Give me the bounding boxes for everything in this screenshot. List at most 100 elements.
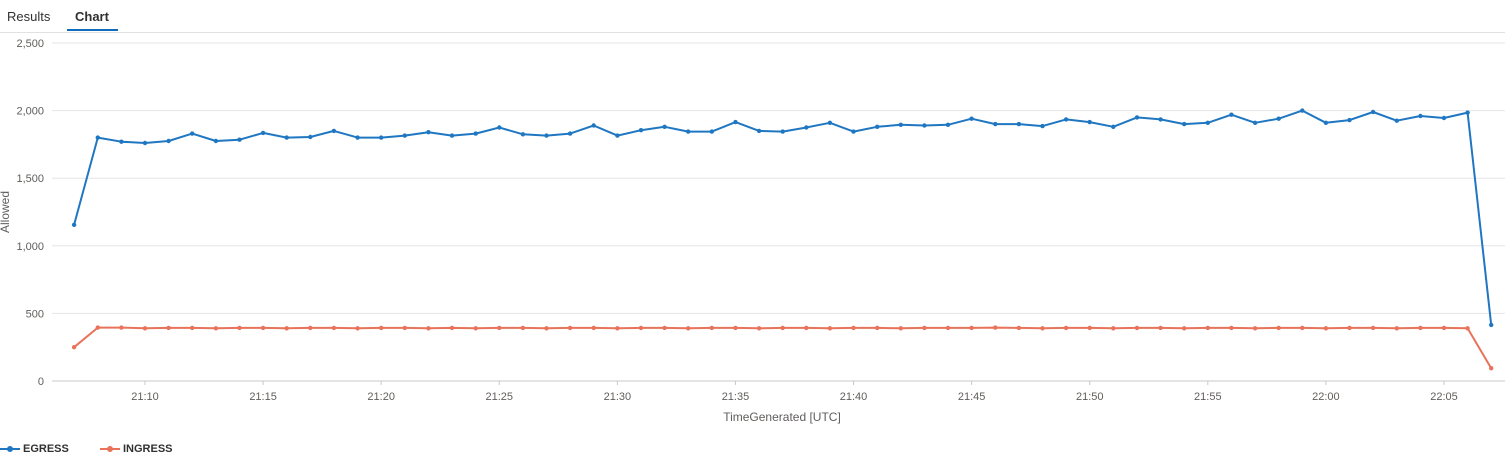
data-point-ingress [331,325,337,331]
active-tab-indicator [67,29,118,31]
data-point-ingress [119,325,124,330]
data-point-egress [969,116,974,121]
x-tick-label: 21:50 [1076,391,1104,403]
data-point-egress [402,133,407,138]
data-point-ingress [567,325,573,331]
y-tick-label: 1,500 [16,173,44,185]
data-point-egress [190,131,195,136]
data-point-ingress [827,326,833,331]
data-point-egress [1465,110,1470,115]
data-point-ingress [615,326,620,331]
data-point-egress [1229,112,1234,117]
data-point-ingress [898,326,903,331]
x-tick-label: 21:20 [367,391,395,403]
data-point-egress [426,130,431,135]
data-point-ingress [686,326,691,331]
data-point-egress [780,129,785,134]
data-point-ingress [1182,326,1187,331]
y-tick-label: 2,000 [16,106,44,118]
data-point-egress [1394,118,1400,123]
data-point-ingress [709,325,714,331]
data-point-ingress [969,325,974,331]
x-tick-label: 22:05 [1430,391,1458,403]
data-point-egress [1370,109,1376,115]
data-point-ingress [190,325,195,331]
data-point-ingress [237,325,242,331]
data-point-egress [638,128,644,133]
data-point-ingress [1441,325,1447,331]
data-point-egress [1418,113,1423,119]
data-point-egress [1347,117,1352,123]
data-point-egress [591,123,596,128]
data-point-egress [1111,124,1116,129]
data-point-ingress [1205,325,1211,331]
legend-label: INGRESS [123,443,173,455]
data-point-egress [875,124,880,129]
data-point-ingress [780,325,785,331]
data-point-egress [1489,322,1494,328]
tab-chart[interactable]: Chart [75,9,109,24]
x-tick-label: 22:00 [1312,391,1340,403]
data-point-ingress [402,325,407,331]
data-point-ingress [1394,326,1400,331]
data-point-ingress [1489,366,1494,371]
y-tick-label: 500 [26,308,44,320]
data-point-ingress [756,326,762,331]
data-point-egress [1300,108,1305,113]
data-point-egress [260,130,266,136]
data-point-egress [756,128,762,134]
data-point-egress [993,121,998,127]
data-point-ingress [1418,325,1423,331]
data-point-ingress [1087,325,1092,331]
x-tick-label: 21:40 [840,391,868,403]
data-point-egress [379,135,384,140]
data-point-ingress [355,326,360,331]
data-point-ingress [473,326,478,331]
data-point-ingress [1276,325,1281,331]
data-point-egress [662,124,667,129]
data-point-egress [1087,119,1092,125]
data-point-egress [1441,115,1447,121]
y-tick-label: 1,000 [16,241,44,253]
data-point-ingress [520,325,526,331]
data-point-ingress [308,325,313,331]
legend-label: EGRESS [23,443,69,455]
data-point-ingress [142,326,148,331]
data-point-egress [1205,120,1211,126]
data-point-ingress [1040,326,1045,331]
data-point-egress [520,132,526,137]
data-point-ingress [71,345,77,350]
data-point-egress [804,125,809,130]
x-axis-title: TimeGenerated [UTC] [723,410,841,424]
data-point-egress [945,122,951,128]
y-tick-label: 0 [38,376,44,388]
data-point-ingress [1111,326,1116,331]
legend-item-ingress[interactable]: INGRESS [100,443,173,455]
data-point-ingress [449,325,455,331]
y-axis-title: Allowed [0,191,12,233]
data-point-ingress [851,325,856,331]
data-point-egress [1323,120,1329,126]
series-line-egress [73,109,1493,326]
tab-results[interactable]: Results [7,9,51,24]
x-tick-label: 21:15 [249,391,277,403]
data-point-egress [1158,117,1163,122]
data-point-ingress [945,325,951,331]
data-point-ingress [497,325,502,331]
data-point-ingress [284,326,289,331]
data-point-egress [213,138,219,144]
data-point-egress [898,122,903,128]
data-point-egress [1063,117,1069,122]
data-point-ingress [213,326,219,331]
data-point-egress [119,139,124,144]
x-tick-label: 21:55 [1194,391,1222,403]
data-point-egress [355,135,360,140]
legend-item-egress[interactable]: EGRESS [0,443,69,455]
data-point-ingress [1370,325,1376,331]
data-point-egress [331,128,337,134]
data-point-egress [615,133,620,138]
data-point-ingress [166,325,171,331]
data-point-ingress [1347,325,1352,331]
data-point-ingress [1252,326,1258,331]
data-point-ingress [1134,325,1140,331]
